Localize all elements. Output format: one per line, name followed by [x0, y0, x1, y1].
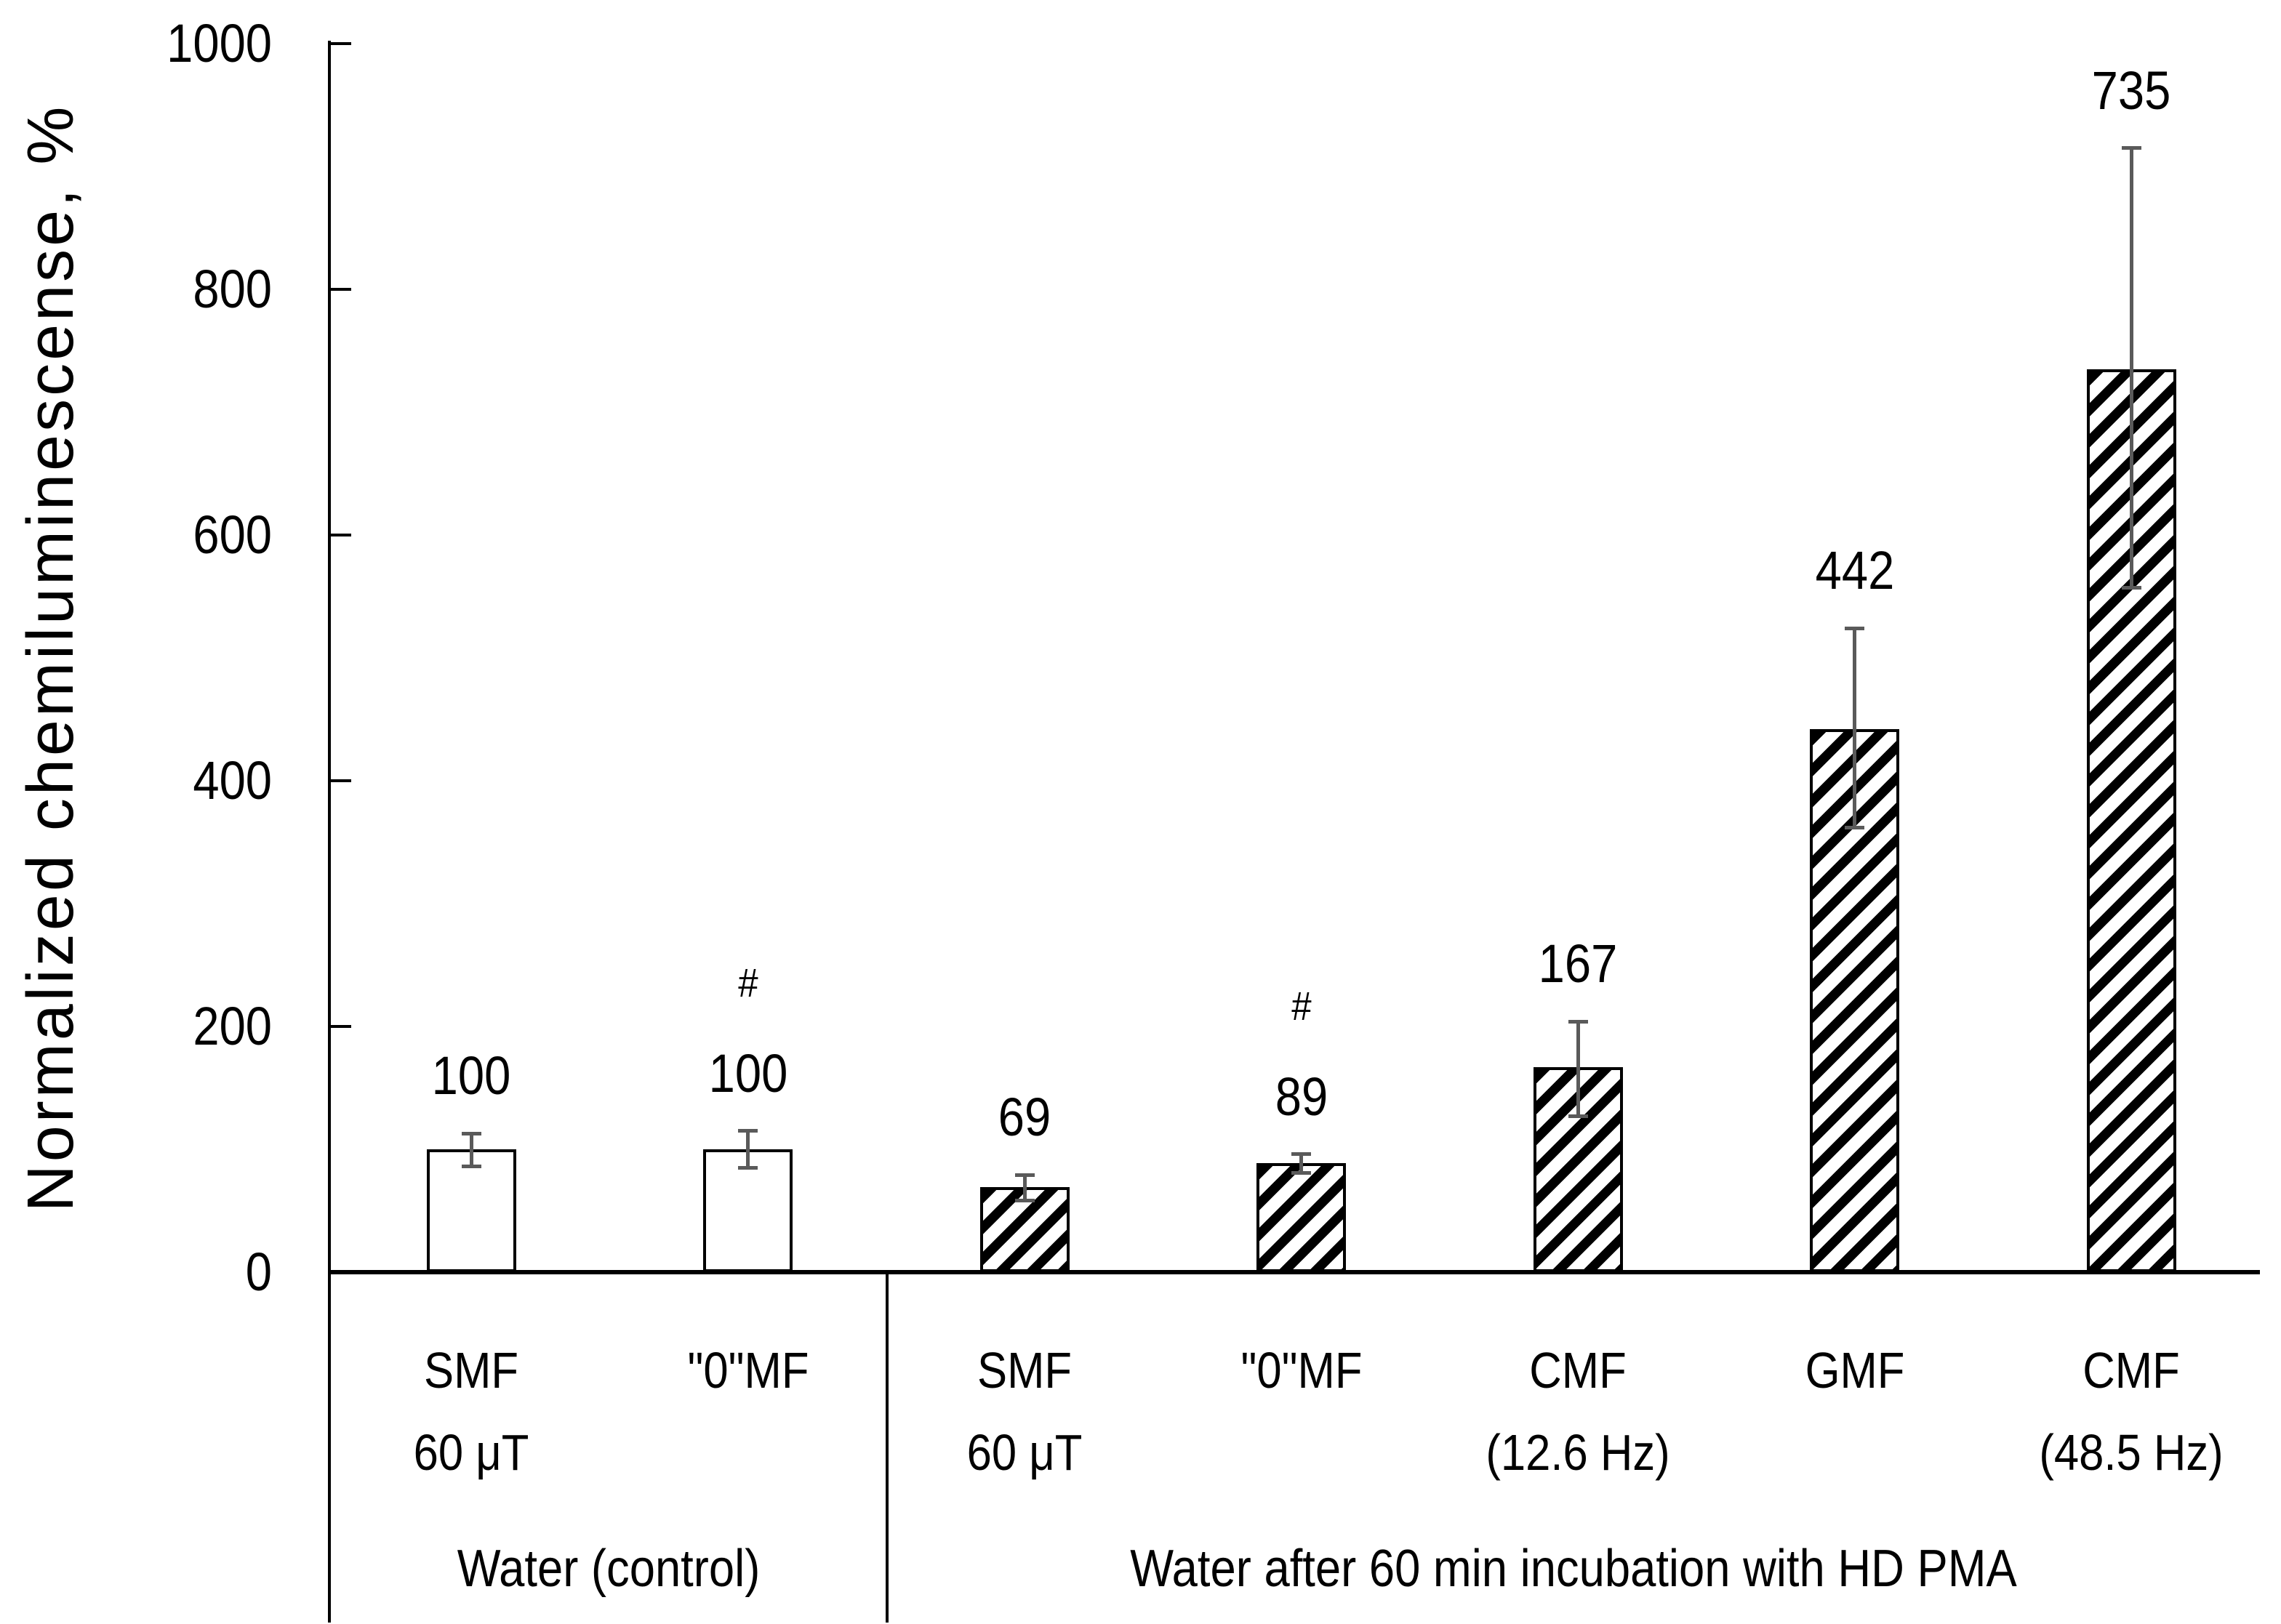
- category-label-line1: CMF: [1529, 1342, 1627, 1399]
- category-label-line1: GMF: [1805, 1342, 1904, 1399]
- category-label-line1: CMF: [2082, 1342, 2180, 1399]
- category-label-line1: "0"MF: [1240, 1342, 1362, 1399]
- significance-marker: #: [1291, 982, 1312, 1029]
- error-bar-cap-top: [1568, 1019, 1588, 1024]
- y-tick: [329, 1271, 351, 1274]
- y-tick-label: 0: [245, 1242, 272, 1302]
- error-bar-stem: [1299, 1154, 1303, 1173]
- bar-value-label: 100: [431, 1045, 511, 1106]
- y-tick-label: 600: [193, 505, 272, 565]
- error-bar-cap-top: [2121, 146, 2141, 150]
- y-tick: [329, 288, 351, 291]
- category-label-line2: (48.5 Hz): [2039, 1424, 2224, 1481]
- y-tick-label: 400: [193, 750, 272, 811]
- y-tick: [329, 42, 351, 45]
- error-bar-cap-bottom: [738, 1165, 758, 1170]
- error-bar-stem: [1853, 628, 1856, 828]
- bar-value-label: 167: [1538, 933, 1618, 994]
- y-tick: [329, 779, 351, 782]
- error-bar-stem: [746, 1130, 750, 1168]
- bar-value-label: 735: [2091, 60, 2171, 121]
- bar: [703, 1149, 793, 1272]
- category-label-line1: SMF: [423, 1342, 519, 1399]
- y-axis-title: Normalized chemiluminescense, %: [15, 103, 87, 1213]
- bar-value-label: 100: [708, 1042, 787, 1104]
- bar-value-label: 69: [998, 1087, 1051, 1148]
- significance-marker: #: [737, 959, 758, 1005]
- error-bar-stem: [469, 1133, 473, 1167]
- group-label: Water (control): [457, 1540, 760, 1598]
- error-bar-stem: [1022, 1175, 1027, 1201]
- group-separator-line: [886, 1272, 889, 1623]
- error-bar-cap-bottom: [2121, 586, 2141, 590]
- group-label: Water after 60 min incubation with HD PM…: [1130, 1540, 2017, 1598]
- error-bar-stem: [1576, 1021, 1580, 1117]
- error-bar-cap-top: [1014, 1173, 1035, 1177]
- category-label-line2: 60 μT: [966, 1424, 1083, 1481]
- category-label-line1: SMF: [977, 1342, 1073, 1399]
- error-bar-stem: [2129, 148, 2133, 588]
- bar: [1256, 1162, 1346, 1272]
- error-bar-cap-top: [738, 1129, 758, 1133]
- bar-value-label: 89: [1275, 1066, 1328, 1127]
- error-bar-cap-top: [461, 1131, 481, 1135]
- error-bar-cap-bottom: [1568, 1114, 1588, 1118]
- error-bar-cap-top: [1291, 1152, 1311, 1157]
- bar: [426, 1149, 516, 1272]
- error-bar-cap-bottom: [1291, 1170, 1311, 1175]
- category-label-line2: 60 μT: [413, 1424, 529, 1481]
- category-label-line1: "0"MF: [687, 1342, 809, 1399]
- category-label-line2: (12.6 Hz): [1486, 1424, 1670, 1481]
- y-tick: [329, 1025, 351, 1028]
- y-tick-label: 200: [193, 996, 272, 1056]
- y-tick-label: 800: [193, 259, 272, 319]
- error-bar-cap-bottom: [1014, 1199, 1035, 1203]
- error-bar-cap-bottom: [1845, 825, 1864, 829]
- bar: [1810, 729, 1899, 1272]
- bar-value-label: 442: [1815, 540, 1894, 601]
- y-tick-label: 1000: [167, 13, 272, 73]
- error-bar-cap-top: [1845, 626, 1864, 630]
- y-axis-line: [328, 41, 331, 1623]
- x-axis-line: [328, 1270, 2260, 1274]
- y-tick: [329, 534, 351, 536]
- error-bar-cap-bottom: [461, 1165, 481, 1169]
